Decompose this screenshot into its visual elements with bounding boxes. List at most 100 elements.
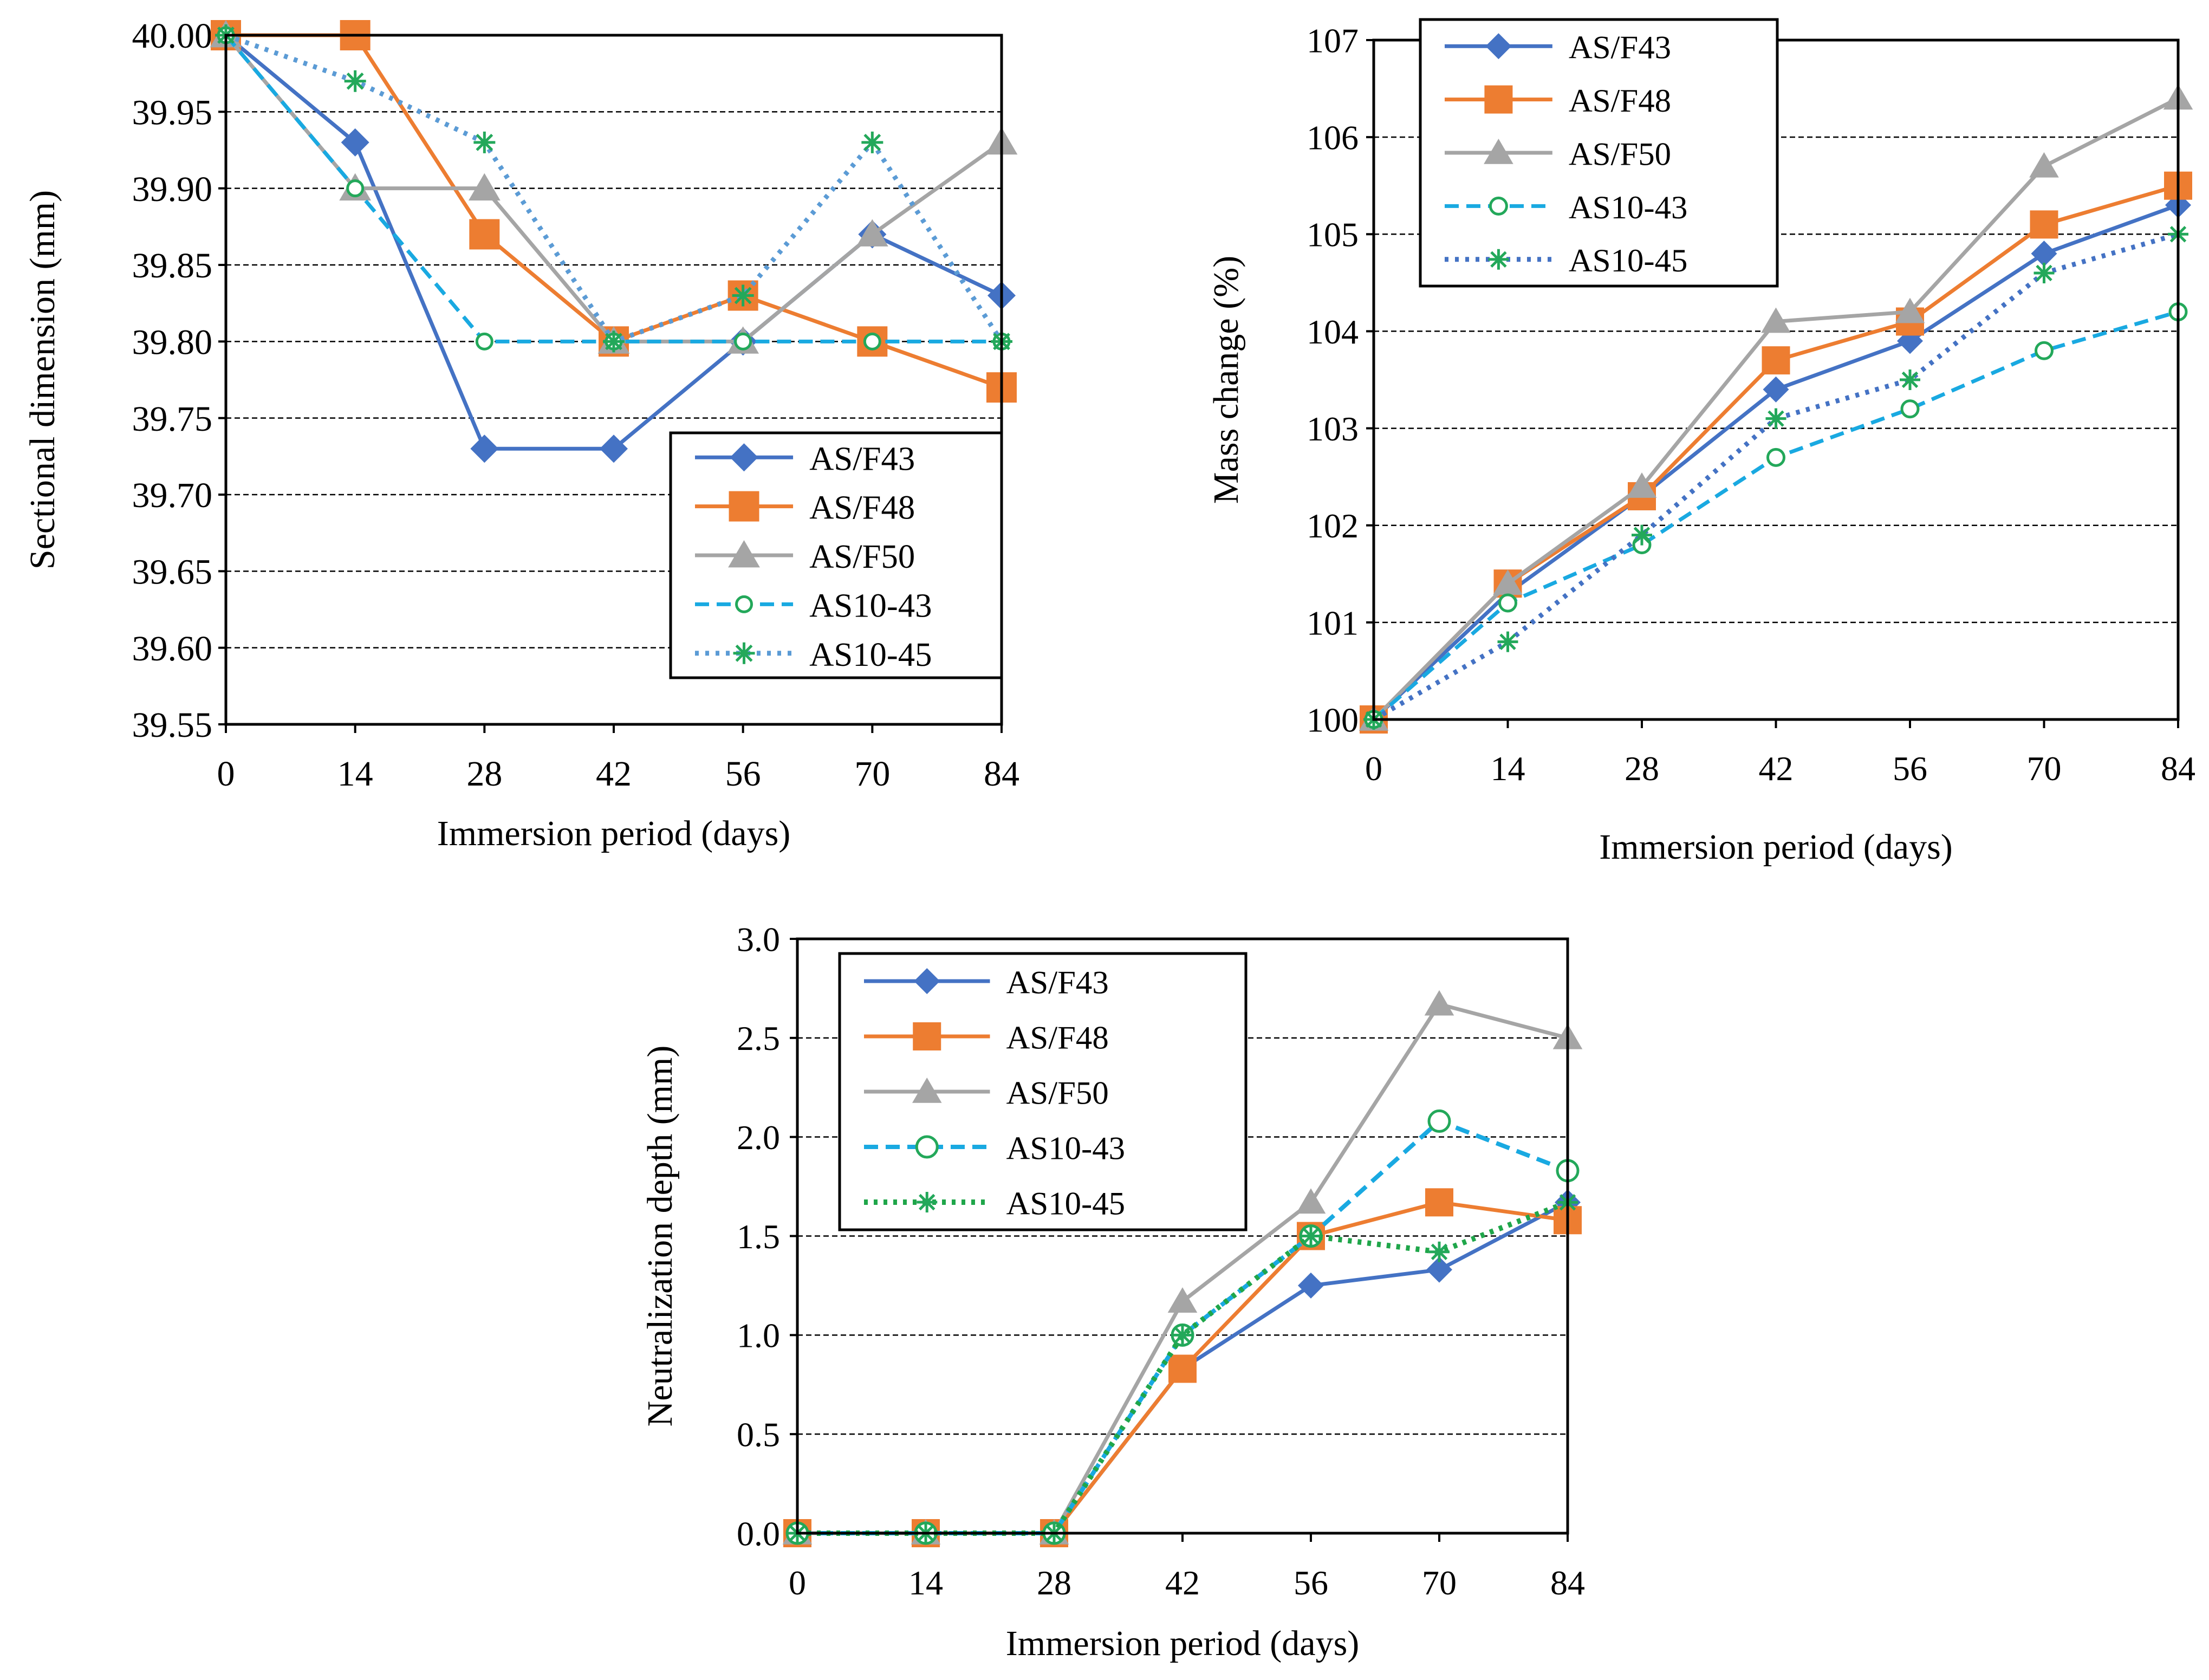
data-point — [2031, 241, 2057, 267]
y-tick-label: 2.5 — [737, 1019, 780, 1058]
x-tick-label: 28 — [1037, 1564, 1071, 1602]
data-point — [468, 173, 501, 201]
x-axis-label: Immersion period (days) — [1006, 1624, 1360, 1663]
data-point — [1766, 447, 1785, 467]
legend-marker — [914, 968, 940, 994]
data-point — [346, 179, 365, 198]
data-point — [600, 434, 628, 463]
data-point — [473, 131, 496, 153]
legend-marker — [912, 1078, 942, 1103]
x-tick-label: 84 — [984, 754, 1019, 794]
data-point — [732, 284, 754, 307]
data-point — [1765, 408, 1786, 429]
x-tick-label: 0 — [217, 754, 235, 794]
y-tick-label: 39.55 — [132, 705, 213, 745]
y-tick-label: 106 — [1307, 119, 1359, 157]
series-line — [1372, 231, 2179, 722]
y-tick-label: 40.00 — [132, 16, 213, 56]
data-point — [1762, 346, 1790, 375]
x-tick-label: 0 — [1365, 749, 1382, 788]
legend-marker — [917, 1192, 938, 1212]
legend-marker — [915, 1135, 939, 1159]
x-tick-label: 42 — [1759, 749, 1794, 788]
y-tick-label: 100 — [1307, 700, 1359, 739]
legend: AS/F43 AS/F48 AS/F50 AS10-43 AS10-45 — [1419, 18, 1779, 288]
data-point — [1900, 369, 1920, 390]
plot-frame — [224, 34, 1003, 726]
data-point — [2033, 262, 2055, 283]
legend-marker — [1489, 196, 1508, 216]
data-point — [1167, 1287, 1198, 1313]
data-point — [475, 332, 493, 351]
data-point — [856, 219, 888, 247]
legend-label: AS/F48 — [809, 489, 915, 527]
data-point — [1168, 1354, 1197, 1383]
series-as-f50 — [210, 20, 1018, 354]
data-point — [2029, 152, 2059, 178]
data-point — [2035, 341, 2054, 360]
y-tick-label: 101 — [1307, 604, 1359, 642]
legend-label: AS/F50 — [809, 537, 915, 575]
data-point — [863, 332, 881, 351]
legend-label: AS/F43 — [809, 439, 915, 477]
x-tick-label: 84 — [2161, 749, 2195, 788]
data-point — [603, 330, 625, 353]
y-tick-label: 39.65 — [132, 552, 213, 592]
x-tick-label: 70 — [854, 754, 890, 794]
legend-label: AS/F48 — [1569, 83, 1671, 119]
y-tick-label: 104 — [1307, 313, 1359, 351]
legend-marker — [1484, 139, 1513, 164]
y-axis-label: Sectional dimension (mm) — [23, 190, 62, 569]
x-tick-label: 14 — [908, 1564, 943, 1602]
x-tick-label: 14 — [337, 754, 373, 794]
legend-marker — [728, 540, 760, 568]
x-tick-label: 56 — [725, 754, 761, 794]
x-tick-label: 70 — [2027, 749, 2062, 788]
series-as-f48 — [783, 1188, 1582, 1547]
data-point — [734, 332, 752, 351]
x-tick-label: 28 — [466, 754, 502, 794]
x-tick-label: 0 — [789, 1564, 806, 1602]
legend-label: AS/F48 — [1006, 1020, 1109, 1056]
data-point — [1427, 1109, 1451, 1133]
y-tick-label: 39.60 — [132, 629, 213, 669]
y-tick-label: 0.5 — [737, 1416, 780, 1454]
y-tick-label: 39.70 — [132, 476, 213, 515]
y-axis-label: Mass change (%) — [1206, 256, 1246, 504]
legend-marker — [913, 1022, 941, 1050]
y-tick-label: 39.75 — [132, 399, 213, 439]
legend-label: AS10-45 — [1006, 1185, 1126, 1222]
legend: AS/F43 AS/F48 AS/F50 AS10-43 AS10-45 — [669, 431, 1003, 679]
data-point — [1632, 524, 1652, 546]
x-tick-label: 56 — [1294, 1564, 1328, 1602]
data-point — [1301, 1225, 1321, 1247]
data-point — [1761, 307, 1791, 333]
y-tick-label: 0.0 — [737, 1514, 780, 1553]
data-point — [341, 128, 369, 157]
legend-label: AS/F43 — [1006, 964, 1109, 1001]
legend-label: AS/F50 — [1569, 136, 1671, 172]
legend-marker — [1488, 249, 1509, 270]
y-tick-label: 105 — [1307, 216, 1359, 254]
data-point — [1627, 472, 1657, 498]
x-tick-label: 42 — [1165, 1564, 1200, 1602]
x-tick-label: 14 — [1491, 749, 1525, 788]
y-tick-label: 39.80 — [132, 322, 213, 362]
legend-label: AS10-45 — [1569, 243, 1688, 279]
x-tick-label: 56 — [1893, 749, 1927, 788]
plot-frame — [796, 937, 1569, 1535]
data-point — [1429, 1241, 1450, 1262]
legend-label: AS10-43 — [1006, 1130, 1126, 1166]
y-axis-label: Neutralization depth (mm) — [640, 1046, 680, 1427]
x-axis-label: Immersion period (days) — [437, 814, 791, 853]
data-point — [1763, 376, 1789, 403]
data-point — [1426, 1256, 1452, 1283]
legend-marker — [729, 491, 759, 522]
y-tick-label: 103 — [1307, 410, 1359, 448]
data-point — [1497, 631, 1518, 652]
x-tick-label: 28 — [1625, 749, 1659, 788]
data-point — [1493, 569, 1523, 595]
y-tick-label: 39.95 — [132, 93, 213, 132]
data-point — [1425, 1188, 1453, 1217]
x-tick-label: 42 — [596, 754, 632, 794]
